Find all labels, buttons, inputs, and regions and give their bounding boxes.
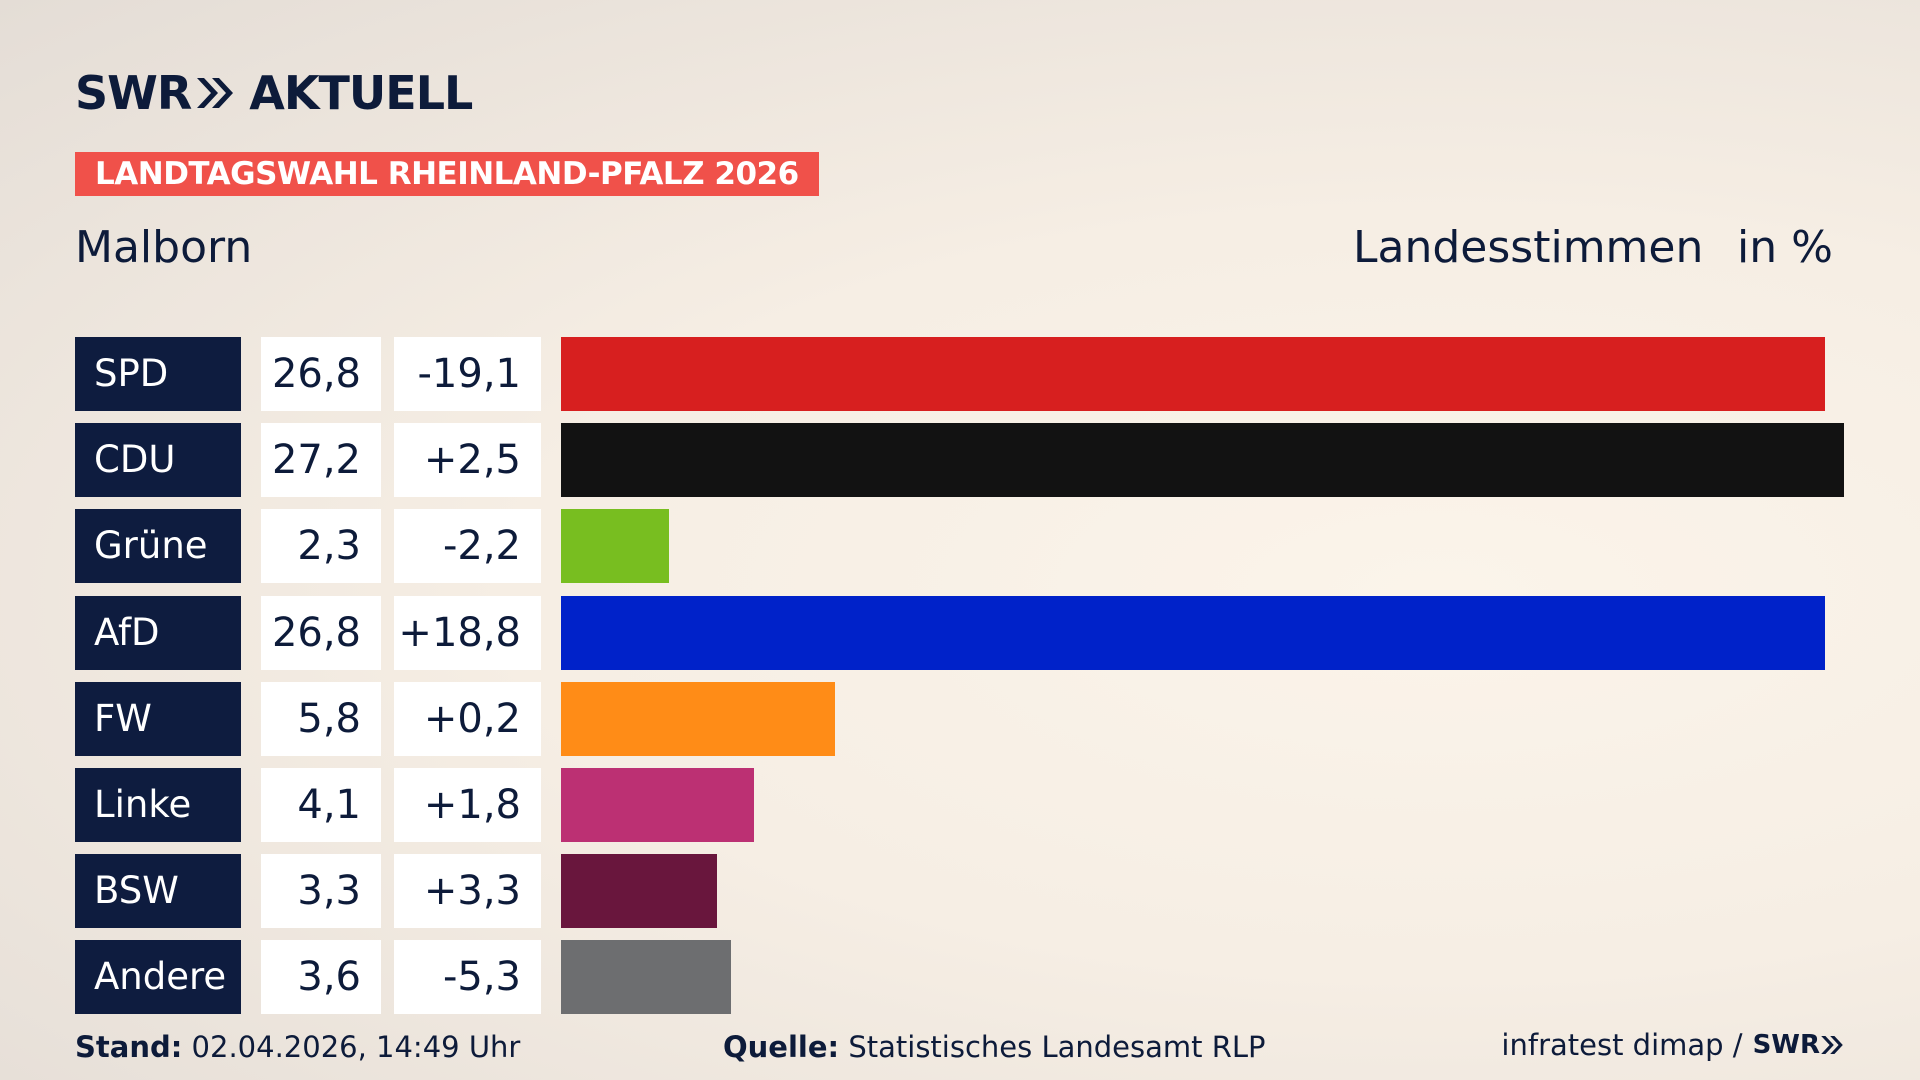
place-title: Malborn — [75, 222, 253, 273]
small-chevron-icon — [1821, 1036, 1843, 1054]
party-label: Andere — [75, 940, 241, 1015]
double-chevron-icon — [195, 75, 235, 111]
result-bar — [561, 595, 1826, 670]
change-label: -5,3 — [394, 940, 541, 1015]
measure-label: Landesstimmen — [1353, 222, 1704, 273]
credit-text: infratest dimap / — [1501, 1028, 1743, 1062]
party-label: Linke — [75, 768, 241, 842]
source: Quelle: Statistisches Landesamt RLP — [723, 1030, 1266, 1064]
value-label: 26,8 — [261, 595, 381, 670]
result-row: BSW 3,3 +3,3 — [75, 854, 1875, 929]
result-bar — [561, 681, 835, 756]
stand-value: 02.04.2026, 14:49 Uhr — [191, 1030, 521, 1064]
value-label: 26,8 — [261, 337, 381, 411]
result-bar — [561, 854, 717, 929]
result-bar — [561, 509, 670, 584]
party-label: BSW — [75, 854, 241, 929]
party-label: AfD — [75, 595, 241, 670]
value-label: 3,6 — [261, 940, 381, 1015]
value-label: 5,8 — [261, 681, 381, 756]
value-label: 3,3 — [261, 854, 381, 929]
change-label: +18,8 — [394, 595, 541, 670]
unit-label: in % — [1737, 222, 1833, 273]
result-bar — [561, 423, 1844, 498]
result-row: CDU 27,2 +2,5 — [75, 423, 1875, 498]
stand-label: Stand: — [75, 1030, 183, 1064]
result-bar — [561, 337, 1826, 411]
change-label: +2,5 — [394, 423, 541, 498]
change-label: +3,3 — [394, 854, 541, 929]
result-bar — [561, 940, 731, 1015]
result-row: Grüne 2,3 -2,2 — [75, 509, 1875, 584]
timestamp: Stand: 02.04.2026, 14:49 Uhr — [75, 1030, 520, 1064]
change-label: +0,2 — [394, 681, 541, 756]
change-label: -2,2 — [394, 509, 541, 584]
result-row: FW 5,8 +0,2 — [75, 681, 1875, 756]
source-value: Statistisches Landesamt RLP — [848, 1030, 1266, 1064]
credit: infratest dimap / SWR — [1501, 1028, 1844, 1062]
swr-small-logo: SWR — [1753, 1030, 1844, 1060]
election-banner: LANDTAGSWAHL RHEINLAND-PFALZ 2026 — [75, 152, 819, 196]
party-label: CDU — [75, 423, 241, 498]
party-label: SPD — [75, 337, 241, 411]
result-row: SPD 26,8 -19,1 — [75, 337, 1875, 411]
logo-swr-text: SWR — [75, 66, 192, 120]
logo-aktuell-text: AKTUELL — [249, 66, 473, 120]
change-label: +1,8 — [394, 768, 541, 842]
value-label: 4,1 — [261, 768, 381, 842]
swr-aktuell-logo: SWR AKTUELL — [75, 66, 473, 120]
party-label: Grüne — [75, 509, 241, 584]
party-label: FW — [75, 681, 241, 756]
change-label: -19,1 — [394, 337, 541, 411]
source-label: Quelle: — [723, 1030, 840, 1064]
result-bar — [561, 768, 755, 842]
result-row: AfD 26,8 +18,8 — [75, 595, 1875, 670]
value-label: 27,2 — [261, 423, 381, 498]
small-logo-text: SWR — [1752, 1030, 1820, 1060]
value-label: 2,3 — [261, 509, 381, 584]
result-row: Linke 4,1 +1,8 — [75, 768, 1875, 842]
result-row: Andere 3,6 -5,3 — [75, 940, 1875, 1015]
